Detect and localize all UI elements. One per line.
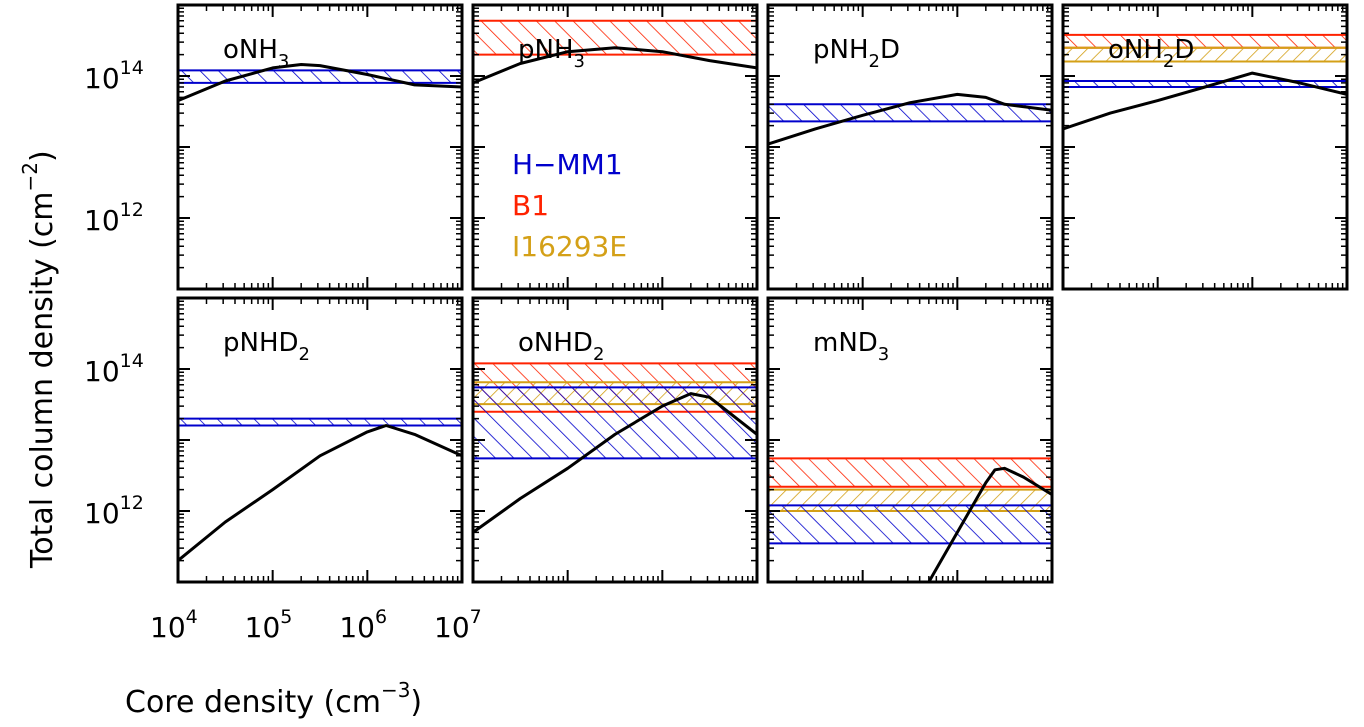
legend-entry: I16293E	[512, 230, 627, 263]
band-h-mm1	[178, 70, 462, 83]
x-tick-label: 105	[245, 606, 293, 644]
panel-frame	[176, 296, 464, 584]
model-curve	[178, 63, 462, 102]
x-tick-label: 106	[339, 606, 387, 644]
panel-label: oNH3	[223, 35, 289, 72]
model-curve	[1063, 71, 1347, 131]
band-b1	[768, 458, 1052, 487]
band-b1	[473, 20, 757, 55]
panel-3: pNH2D	[766, 3, 1054, 291]
panel-7: mND3	[766, 296, 1054, 584]
panel-label: pNH2D	[813, 35, 900, 72]
panel-label: oNH2D	[1108, 35, 1194, 72]
panel-label: pNHD2	[223, 328, 310, 365]
y-tick-label: 1012	[84, 492, 144, 530]
band-h-mm1	[1063, 81, 1347, 87]
panel-label: mND3	[813, 328, 889, 365]
panel-1: oNH3 1014 1012	[84, 3, 464, 291]
x-axis-title: Core density (cm−3)	[125, 678, 422, 720]
model-curve	[473, 46, 757, 85]
model-curve	[768, 92, 1052, 146]
panel-5: pNHD2 1014 1012 104 105 106 107	[84, 296, 482, 644]
panel-frame	[176, 3, 464, 291]
band-h-mm1	[473, 387, 757, 459]
band-h-mm1	[768, 104, 1052, 122]
x-tick-label: 107	[434, 606, 482, 644]
legend-entry: B1	[512, 189, 549, 222]
panel-frame	[766, 3, 1054, 291]
panel-2: pNH3 H−MM1 B1 I16293E	[471, 3, 759, 291]
x-tick-label: 104	[150, 606, 198, 644]
band-h-mm1	[178, 418, 462, 426]
model-curve	[927, 466, 1052, 582]
y-tick-label: 1012	[84, 199, 144, 237]
panel-6: oNHD2	[471, 296, 759, 584]
y-tick-label: 1014	[84, 57, 144, 95]
model-curve	[473, 392, 757, 534]
model-curve	[178, 424, 462, 562]
band-b1	[1063, 34, 1347, 48]
band-h-mm1	[768, 505, 1052, 544]
panel-4: oNH2D	[1061, 3, 1349, 291]
y-tick-label: 1014	[84, 350, 144, 388]
panel-label: pNH3	[518, 35, 585, 72]
y-axis-title: Total column density (cm−2)	[18, 150, 60, 569]
panel-label: oNHD2	[518, 328, 604, 365]
band-i16293e	[1063, 47, 1347, 62]
legend-entry: H−MM1	[512, 148, 623, 181]
